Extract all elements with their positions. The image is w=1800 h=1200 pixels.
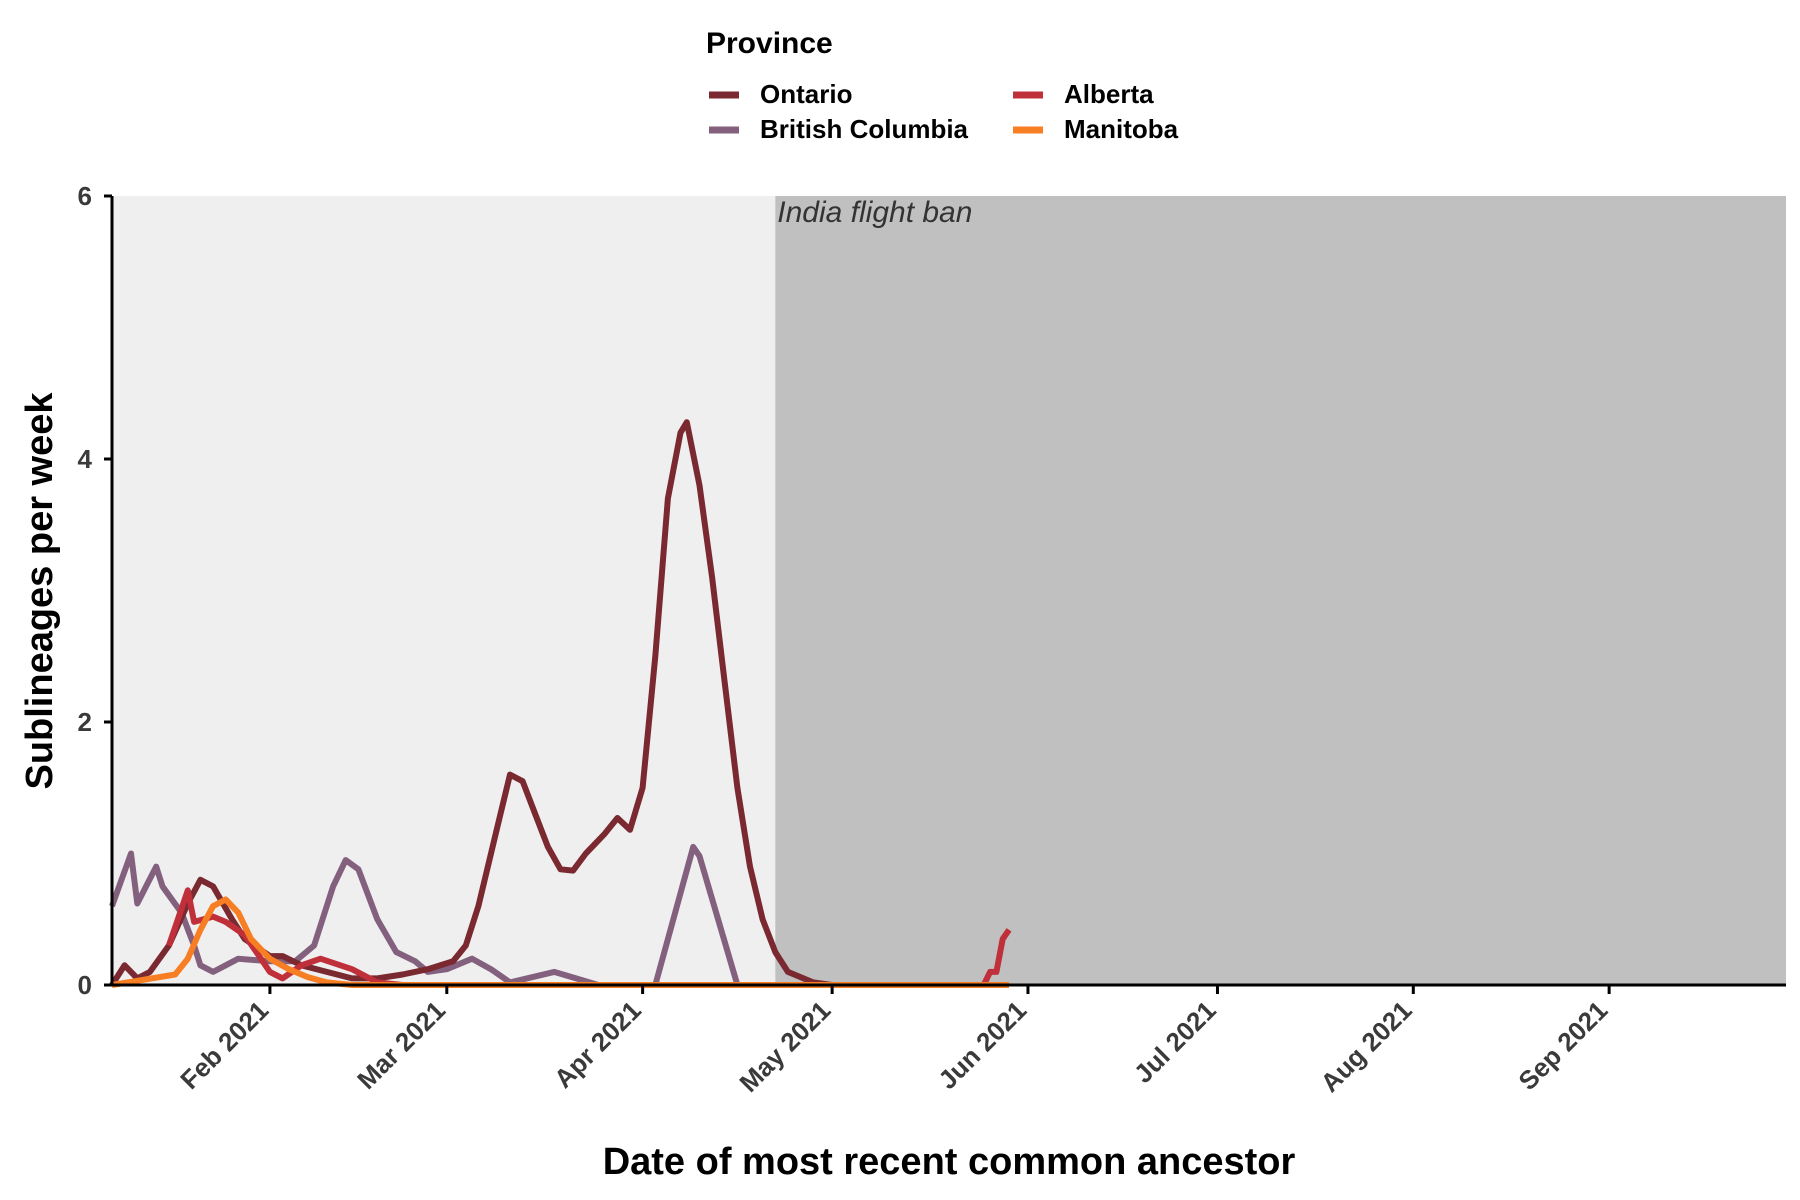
india-flight-ban-annotation: India flight ban — [777, 196, 972, 229]
shaded-regions — [112, 196, 1786, 985]
y-axis-title: Sublineages per week — [19, 392, 61, 790]
x-tick-label: Feb 2021 — [174, 995, 274, 1095]
x-tick-label: Jul 2021 — [1128, 995, 1222, 1089]
legend-item-alberta: Alberta — [1010, 79, 1154, 110]
x-tick-label: Apr 2021 — [548, 995, 647, 1094]
legend-title: Province — [706, 27, 833, 60]
x-tick-label: Mar 2021 — [351, 995, 451, 1095]
series-line-manitoba — [111, 896, 1009, 988]
y-tick-label: 4 — [78, 444, 93, 474]
y-tick-label: 0 — [78, 970, 92, 1000]
legend-item-british-columbia: British Columbia — [706, 114, 969, 145]
x-tick-label: Sep 2021 — [1512, 995, 1613, 1096]
legend-item-ontario: Ontario — [706, 79, 852, 110]
legend-item-manitoba: Manitoba — [1010, 114, 1179, 145]
x-tick-label: May 2021 — [733, 995, 836, 1098]
x-axis-title: Date of most recent common ancestor — [603, 1141, 1296, 1183]
x-tick-label: Jun 2021 — [932, 995, 1032, 1095]
y-tick-label: 2 — [78, 707, 92, 737]
x-axis-ticks: Feb 2021 Mar 2021 Apr 2021 May 2021 Jun 2021… — [174, 985, 1613, 1098]
series-line-ontario — [109, 419, 1003, 988]
legend: Province Ontario British Columbia Albert… — [706, 27, 1179, 145]
shaded-region-1 — [775, 196, 1786, 985]
shaded-region-0 — [112, 196, 776, 985]
x-tick-label: Aug 2021 — [1315, 995, 1418, 1098]
legend-label-ontario: Ontario — [760, 79, 852, 109]
legend-label-manitoba: Manitoba — [1064, 114, 1179, 144]
legend-label-alberta: Alberta — [1064, 79, 1154, 109]
legend-label-british-columbia: British Columbia — [760, 114, 969, 144]
y-axis-ticks: 0 2 4 6 — [78, 181, 112, 1000]
y-tick-label: 6 — [78, 181, 92, 211]
